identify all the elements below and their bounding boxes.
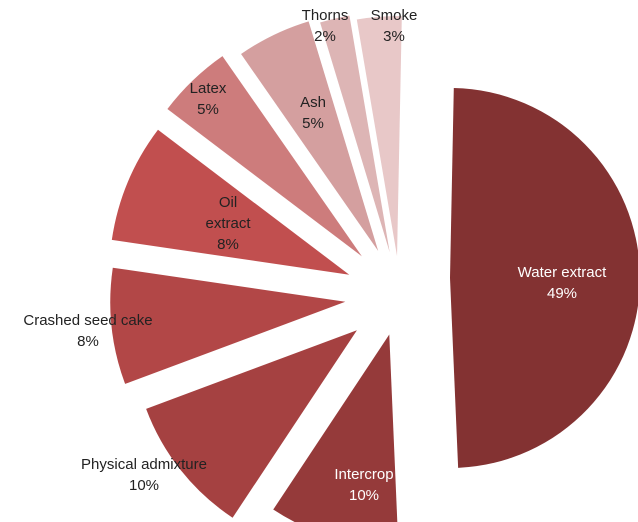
pie-slice-water-extract [450, 88, 638, 468]
pie-slice-smoke [356, 16, 402, 257]
slice-label-oil-extract: Oil extract 8% [205, 194, 251, 253]
slice-label-ash: Ash 5% [300, 94, 326, 132]
pie-slice-intercrop [273, 334, 398, 522]
slice-labels: Water extract 49% Intercrop 10% Physical adm… [23, 7, 607, 504]
pie-slice-ash [241, 21, 379, 252]
slice-label-crashed-seed-cake: Crashed seed cake 8% [23, 312, 152, 350]
pie-slice-thorns [320, 15, 390, 253]
pie-slice-physical-admixture [146, 330, 357, 518]
slice-label-smoke: Smoke 3% [371, 7, 418, 45]
pie-slices [110, 15, 638, 522]
slice-label-thorns: Thorns 2% [302, 7, 349, 45]
pie-slice-oil-extract [111, 129, 350, 275]
slice-label-water-extract: Water extract 49% [518, 264, 607, 302]
pie-slice-latex [167, 56, 362, 257]
slice-label-latex: Latex 5% [190, 80, 227, 118]
slice-label-intercrop: Intercrop 10% [334, 466, 393, 504]
slice-label-physical-admixture: Physical admixture 10% [81, 456, 207, 494]
pie-slice-crashed-seed-cake [110, 267, 346, 384]
